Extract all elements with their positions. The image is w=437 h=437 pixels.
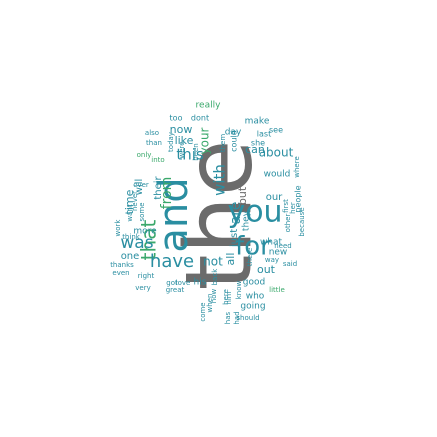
- cloud-word-see: see: [269, 126, 283, 135]
- cloud-word-can: can: [245, 143, 265, 156]
- cloud-word-make: make: [245, 117, 270, 127]
- cloud-word-very: very: [135, 284, 150, 292]
- cloud-word-your: your: [198, 127, 212, 154]
- cloud-word-him: him: [225, 291, 233, 304]
- cloud-word-time: time: [123, 189, 136, 214]
- cloud-word-have: have: [150, 251, 194, 272]
- cloud-word-from: from: [159, 177, 175, 210]
- cloud-word-but: but: [236, 186, 249, 205]
- cloud-word-the: the: [165, 140, 272, 291]
- cloud-word-her: her: [289, 202, 297, 214]
- cloud-word-last: last: [257, 130, 271, 139]
- cloud-word-more: more: [133, 227, 157, 237]
- cloud-word-there: there: [246, 248, 254, 267]
- cloud-word-was: was: [120, 233, 153, 253]
- cloud-word-only: only: [137, 151, 152, 159]
- cloud-word-when: when: [206, 294, 214, 313]
- cloud-word-never: never: [131, 191, 139, 211]
- cloud-word-dont: dont: [191, 114, 209, 123]
- cloud-word-today: today: [167, 132, 175, 152]
- cloud-word-how: how: [210, 289, 218, 304]
- cloud-word-that: that: [137, 220, 161, 261]
- cloud-word-over: over: [133, 181, 149, 189]
- cloud-word-even: even: [112, 269, 129, 277]
- cloud-word-just: just: [229, 229, 240, 248]
- cloud-word-going: going: [240, 302, 265, 312]
- cloud-word-you: you: [227, 195, 282, 230]
- cloud-word-good: good: [243, 278, 265, 288]
- cloud-word-what: what: [260, 238, 283, 248]
- cloud-word-had: had: [233, 311, 241, 324]
- cloud-word-all: all: [224, 253, 237, 266]
- cloud-word-were: were: [178, 141, 186, 158]
- cloud-word-because: because: [298, 207, 306, 236]
- cloud-word-day: day: [225, 128, 242, 138]
- cloud-word-really: really: [196, 101, 222, 111]
- cloud-word-who: who: [246, 292, 265, 302]
- cloud-word-thanks: thanks: [110, 261, 134, 269]
- cloud-word-now: now: [170, 123, 193, 136]
- cloud-word-got: got: [166, 279, 178, 287]
- cloud-word-should: should: [236, 314, 259, 322]
- cloud-word-here: here: [222, 289, 230, 305]
- cloud-word-some: some: [138, 202, 146, 221]
- cloud-word-into: into: [151, 156, 164, 164]
- cloud-word-way: way: [265, 256, 279, 264]
- cloud-word-come: come: [199, 302, 207, 321]
- cloud-word-their: their: [153, 175, 164, 199]
- cloud-word-like: like: [175, 134, 194, 147]
- cloud-word-are: are: [228, 202, 244, 225]
- cloud-word-with: with: [211, 164, 229, 196]
- cloud-word-for: for: [235, 232, 271, 262]
- cloud-word-said: said: [283, 260, 297, 268]
- cloud-word-she: she: [251, 139, 265, 148]
- cloud-word-not: not: [203, 255, 223, 269]
- cloud-word-work: work: [114, 219, 122, 237]
- cloud-word-right: right: [138, 272, 155, 280]
- cloud-word-little: little: [269, 286, 285, 294]
- cloud-word-people: people: [294, 185, 303, 212]
- cloud-word-know: know: [235, 280, 243, 299]
- cloud-word-other: other: [284, 214, 292, 233]
- cloud-word-our: our: [266, 192, 283, 203]
- cloud-word-need: need: [274, 242, 292, 250]
- cloud-word-has: has: [224, 311, 232, 324]
- cloud-word-they: they: [242, 210, 252, 231]
- cloud-word-too: too: [170, 114, 183, 123]
- cloud-word-one: one: [121, 251, 140, 262]
- cloud-word-where: where: [293, 156, 301, 178]
- cloud-word-great: great: [166, 286, 185, 294]
- cloud-word-love: love: [176, 279, 191, 287]
- cloud-word-want: want: [126, 204, 134, 221]
- cloud-word-his: his: [194, 278, 207, 288]
- cloud-word-out: out: [257, 263, 276, 276]
- cloud-word-been: been: [192, 143, 200, 161]
- cloud-word-about: about: [259, 146, 294, 160]
- cloud-word-think: think: [122, 233, 141, 241]
- cloud-word-this: this: [176, 146, 204, 164]
- cloud-word-first: first: [282, 199, 290, 213]
- cloud-word-would: would: [264, 170, 291, 180]
- cloud-word-could: could: [230, 130, 239, 152]
- cloud-word-them: them: [219, 134, 227, 152]
- cloud-word-back: back: [211, 268, 219, 286]
- cloud-word-will: will: [134, 179, 145, 196]
- cloud-word-also: also: [145, 129, 159, 137]
- cloud-word-new: new: [269, 248, 288, 258]
- cloud-word-than: than: [146, 139, 162, 147]
- cloud-word-and: and: [151, 177, 197, 252]
